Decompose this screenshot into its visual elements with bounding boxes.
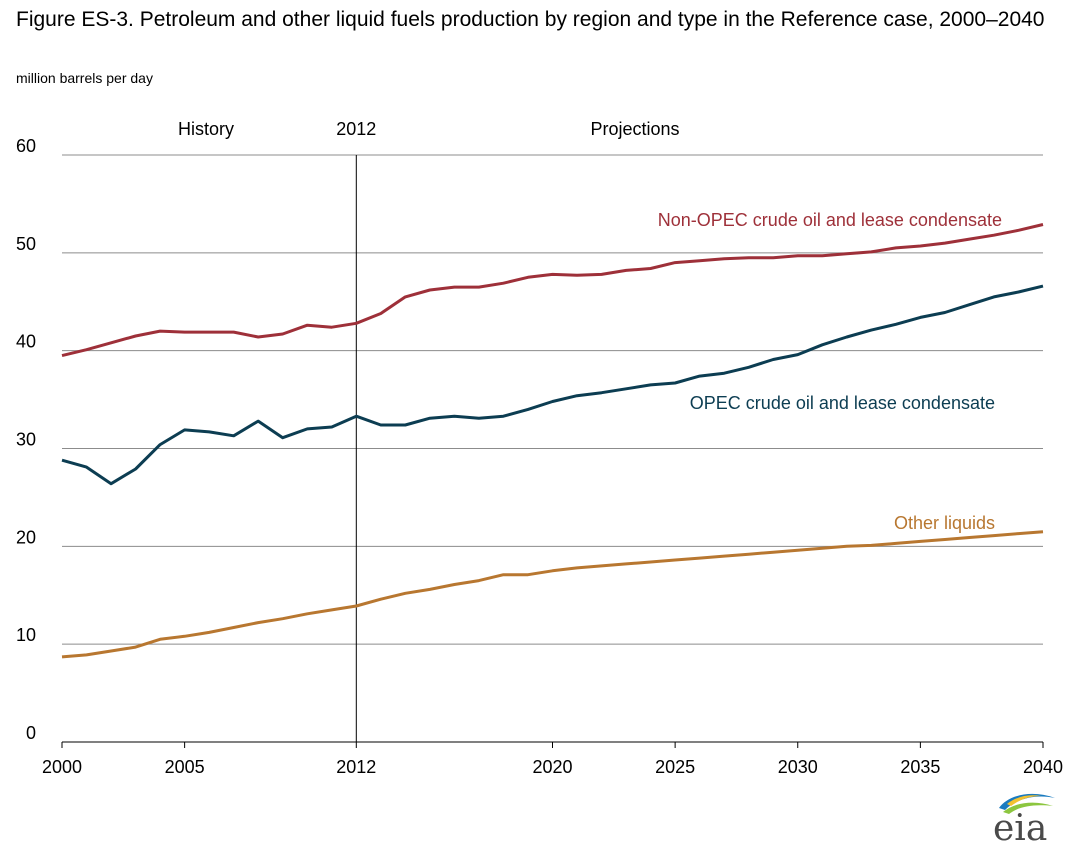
x-tick-label: 2035 [900,757,940,777]
y-tick-label: 50 [16,234,36,254]
series-label-1: Non-OPEC crude oil and lease condensate [658,210,1002,230]
x-tick-label: 2020 [532,757,572,777]
series-line-3 [61,530,1044,659]
units-label: million barrels per day [16,70,153,86]
history-annotation: History [178,119,234,139]
series-line-2 [61,284,1044,486]
y-tick-label: 10 [16,625,36,645]
logo-swoosh-yellow [1007,795,1041,806]
series-line-1 [61,223,1044,358]
y-axis-tick-labels: 0 10 20 30 40 50 60 [16,136,36,743]
x-tick-label: 2030 [778,757,818,777]
projections-annotation: Projections [590,119,679,139]
logo-swoosh-blue [999,793,1055,810]
chart-title: Figure ES-3. Petroleum and other liquid … [16,8,1045,31]
y-tick-label: 20 [16,527,36,547]
series-label-2: OPEC crude oil and lease condensate [690,393,995,413]
y-tick-label: 0 [26,723,36,743]
x-tick-label: 2000 [42,757,82,777]
divider-year-annotation: 2012 [336,119,376,139]
x-tick-label: 2040 [1023,757,1063,777]
series-label-3: Other liquids [894,513,995,533]
y-tick-label: 60 [16,136,36,156]
eia-logo: eia [993,793,1055,844]
logo-text: eia [993,808,1047,844]
series-lines [61,223,1044,659]
x-axis-tick-labels: 2000 2005 2012 2020 2025 2030 2035 2040 [42,742,1063,777]
x-tick-label: 2012 [336,757,376,777]
series-labels: Non-OPEC crude oil and lease condensate O… [658,210,1002,533]
x-tick-label: 2005 [165,757,205,777]
y-tick-label: 30 [16,430,36,450]
logo-swoosh-green [1003,802,1053,814]
x-tick-label: 2025 [655,757,695,777]
y-tick-label: 40 [16,332,36,352]
gridlines [62,154,1043,743]
